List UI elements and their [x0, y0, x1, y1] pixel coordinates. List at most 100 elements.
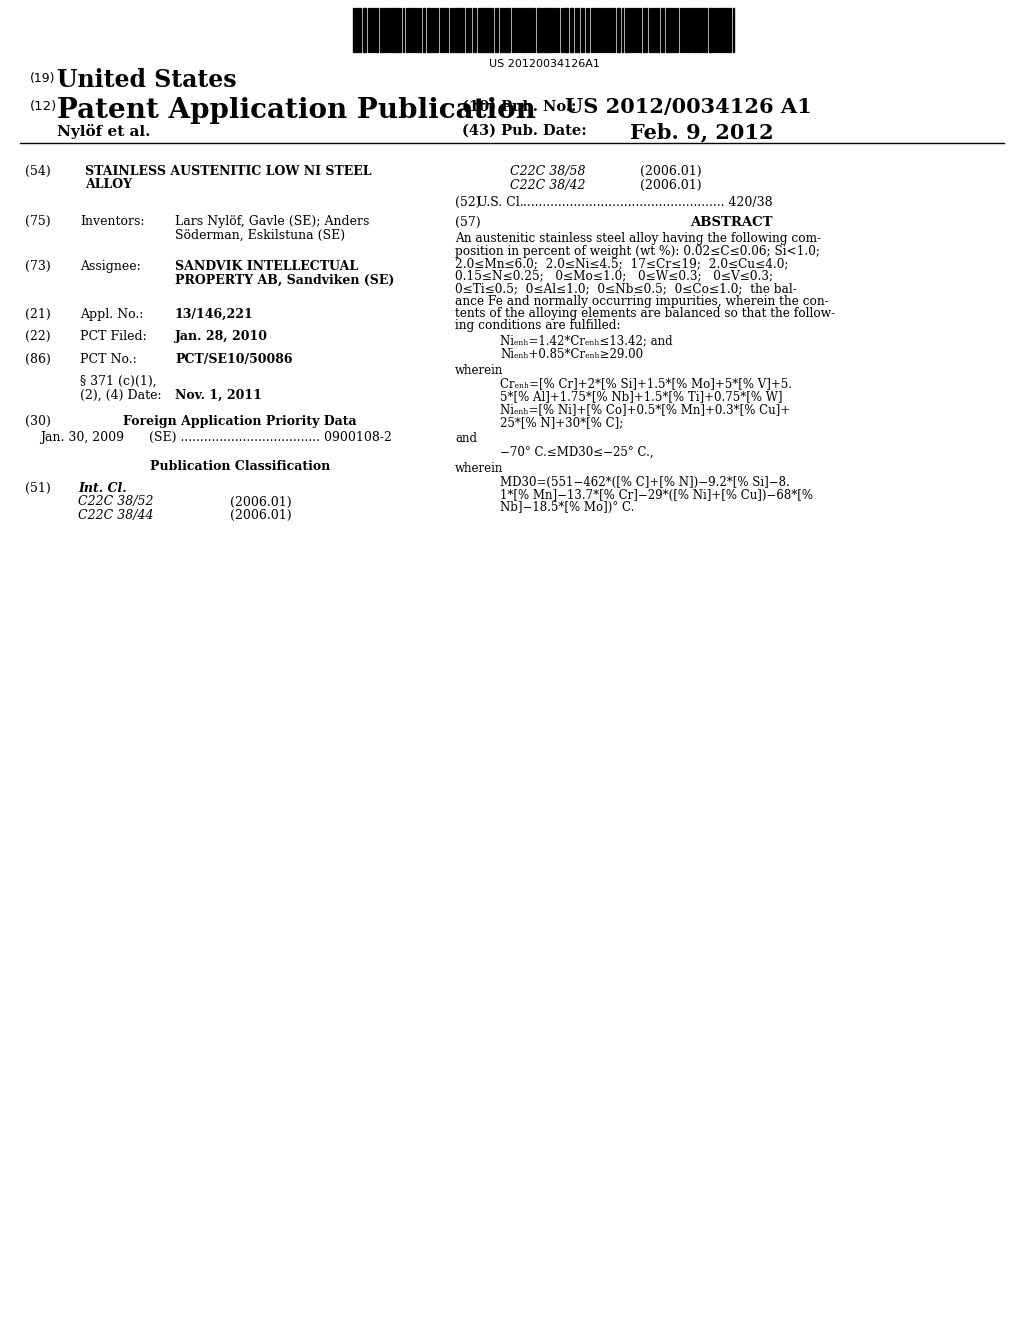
Bar — [596, 8, 598, 51]
Bar — [709, 8, 712, 51]
Text: Jan. 28, 2010: Jan. 28, 2010 — [175, 330, 268, 343]
Text: Lars Nylöf, Gavle (SE); Anders: Lars Nylöf, Gavle (SE); Anders — [175, 215, 370, 228]
Text: Niₑₙₕ+0.85*Crₑₙₕ≥29.00: Niₑₙₕ+0.85*Crₑₙₕ≥29.00 — [500, 347, 643, 360]
Bar — [462, 8, 464, 51]
Bar — [724, 8, 726, 51]
Bar — [666, 8, 668, 51]
Bar — [486, 8, 489, 51]
Text: and: and — [455, 433, 477, 446]
Text: .................................................... 420/38: ........................................… — [523, 195, 773, 209]
Text: 0.15≤N≤0.25;   0≤Mo≤1.0;   0≤W≤0.3;   0≤V≤0.3;: 0.15≤N≤0.25; 0≤Mo≤1.0; 0≤W≤0.3; 0≤V≤0.3; — [455, 269, 773, 282]
Text: (43) Pub. Date:: (43) Pub. Date: — [462, 124, 587, 139]
Text: 1*[% Mn]−13.7*[% Cr]−29*([% Ni]+[% Cu])−68*[%: 1*[% Mn]−13.7*[% Cr]−29*([% Ni]+[% Cu])−… — [500, 488, 813, 502]
Bar — [537, 8, 540, 51]
Bar — [543, 8, 545, 51]
Text: (21): (21) — [25, 308, 51, 321]
Text: (2), (4) Date:: (2), (4) Date: — [80, 388, 162, 401]
Bar — [456, 8, 458, 51]
Text: Int. Cl.: Int. Cl. — [78, 482, 127, 495]
Text: Jan. 30, 2009  (SE) .................................... 0900108-2: Jan. 30, 2009 (SE) .....................… — [40, 432, 392, 445]
Text: (30): (30) — [25, 414, 51, 428]
Bar — [505, 8, 507, 51]
Text: ance Fe and normally occurring impurities, wherein the con-: ance Fe and normally occurring impuritie… — [455, 294, 828, 308]
Text: wherein: wherein — [455, 364, 504, 378]
Text: C22C 38/58: C22C 38/58 — [510, 165, 586, 178]
Bar — [384, 8, 386, 51]
Text: (2006.01): (2006.01) — [640, 178, 701, 191]
Text: (52): (52) — [455, 195, 480, 209]
Text: ALLOY: ALLOY — [85, 178, 132, 191]
Text: ing conditions are fulfilled:: ing conditions are fulfilled: — [455, 319, 621, 333]
Text: −70° C.≤MD30≤−25° C.,: −70° C.≤MD30≤−25° C., — [500, 446, 653, 459]
Bar — [570, 8, 573, 51]
Bar — [376, 8, 378, 51]
Bar — [357, 8, 359, 51]
Text: (75): (75) — [25, 215, 50, 228]
Text: position in percent of weight (wt %): 0.02≤C≤0.06; Si<1.0;: position in percent of weight (wt %): 0.… — [455, 244, 820, 257]
Text: PCT Filed:: PCT Filed: — [80, 330, 146, 343]
Text: (10) Pub. No.:: (10) Pub. No.: — [462, 100, 577, 114]
Text: Niₑₙₕ=[% Ni]+[% Co]+0.5*[% Mn]+0.3*[% Cu]+: Niₑₙₕ=[% Ni]+[% Co]+0.5*[% Mn]+0.3*[% Cu… — [500, 404, 791, 417]
Bar — [442, 8, 444, 51]
Bar — [362, 8, 366, 51]
Bar — [565, 8, 568, 51]
Text: C22C 38/44: C22C 38/44 — [78, 510, 154, 521]
Bar — [528, 8, 531, 51]
Bar — [613, 8, 615, 51]
Bar — [394, 8, 396, 51]
Bar — [548, 8, 551, 51]
Text: 2.0≤Mn≤6.0;  2.0≤Ni≤4.5;  17≤Cr≤19;  2.0≤Cu≤4.0;: 2.0≤Mn≤6.0; 2.0≤Ni≤4.5; 17≤Cr≤19; 2.0≤Cu… — [455, 257, 788, 271]
Text: Crₑₙₕ=[% Cr]+2*[% Si]+1.5*[% Mo]+5*[% V]+5.: Crₑₙₕ=[% Cr]+2*[% Si]+1.5*[% Mo]+5*[% V]… — [500, 378, 792, 391]
Bar — [459, 8, 461, 51]
Bar — [500, 8, 502, 51]
Text: PROPERTY AB, Sandviken (SE): PROPERTY AB, Sandviken (SE) — [175, 273, 394, 286]
Text: PCT/SE10/50086: PCT/SE10/50086 — [175, 352, 293, 366]
Text: tents of the alloying elements are balanced so that the follow-: tents of the alloying elements are balan… — [455, 308, 836, 319]
Text: C22C 38/42: C22C 38/42 — [510, 178, 586, 191]
Text: (73): (73) — [25, 260, 51, 273]
Text: Nylöf et al.: Nylöf et al. — [57, 124, 151, 139]
Text: 5*[% Al]+1.75*[% Nb]+1.5*[% Ti]+0.75*[% W]: 5*[% Al]+1.75*[% Nb]+1.5*[% Ti]+0.75*[% … — [500, 389, 782, 403]
Text: US 20120034126A1: US 20120034126A1 — [488, 59, 599, 69]
Text: Nb]−18.5*[% Mo])° C.: Nb]−18.5*[% Mo])° C. — [500, 502, 635, 513]
Text: wherein: wherein — [455, 462, 504, 475]
Text: PCT No.:: PCT No.: — [80, 352, 137, 366]
Text: 0≤Ti≤0.5;  0≤Al≤1.0;  0≤Nb≤0.5;  0≤Co≤1.0;  the bal-: 0≤Ti≤0.5; 0≤Al≤1.0; 0≤Nb≤0.5; 0≤Co≤1.0; … — [455, 282, 797, 294]
Text: Patent Application Publication: Patent Application Publication — [57, 96, 536, 124]
Bar — [557, 8, 559, 51]
Bar — [699, 8, 701, 51]
Text: (51): (51) — [25, 482, 51, 495]
Bar — [577, 8, 579, 51]
Bar — [391, 8, 393, 51]
Text: Foreign Application Priority Data: Foreign Application Priority Data — [123, 414, 356, 428]
Text: Nov. 1, 2011: Nov. 1, 2011 — [175, 388, 262, 401]
Text: An austenitic stainless steel alloy having the following com-: An austenitic stainless steel alloy havi… — [455, 232, 821, 246]
Text: C22C 38/52: C22C 38/52 — [78, 495, 154, 508]
Text: Niₑₙₕ=1.42*Crₑₙₕ≤13.42; and: Niₑₙₕ=1.42*Crₑₙₕ≤13.42; and — [500, 334, 673, 347]
Text: US 2012/0034126 A1: US 2012/0034126 A1 — [565, 96, 812, 117]
Bar — [645, 8, 647, 51]
Bar — [523, 8, 525, 51]
Text: ABSTRACT: ABSTRACT — [690, 215, 773, 228]
Bar — [617, 8, 620, 51]
Text: MD30=(551−462*([% C]+[% N])−9.2*[% Si]−8.: MD30=(551−462*([% C]+[% N])−9.2*[% Si]−8… — [500, 477, 790, 488]
Text: (86): (86) — [25, 352, 51, 366]
Bar — [423, 8, 425, 51]
Text: (57): (57) — [455, 215, 480, 228]
Bar — [625, 8, 627, 51]
Text: Inventors:: Inventors: — [80, 215, 144, 228]
Text: Feb. 9, 2012: Feb. 9, 2012 — [630, 121, 773, 143]
Text: 25*[% N]+30*[% C];: 25*[% N]+30*[% C]; — [500, 416, 624, 429]
Text: (2006.01): (2006.01) — [230, 495, 292, 508]
Text: U.S. Cl.: U.S. Cl. — [477, 195, 523, 209]
Bar — [483, 8, 485, 51]
Bar — [729, 8, 731, 51]
Bar — [397, 8, 399, 51]
Bar — [591, 8, 593, 51]
Text: (19): (19) — [30, 73, 55, 84]
Bar — [657, 8, 659, 51]
Text: (54): (54) — [25, 165, 51, 178]
Text: SANDVIK INTELLECTUAL: SANDVIK INTELLECTUAL — [175, 260, 358, 273]
Text: (2006.01): (2006.01) — [640, 165, 701, 178]
Text: Assignee:: Assignee: — [80, 260, 140, 273]
